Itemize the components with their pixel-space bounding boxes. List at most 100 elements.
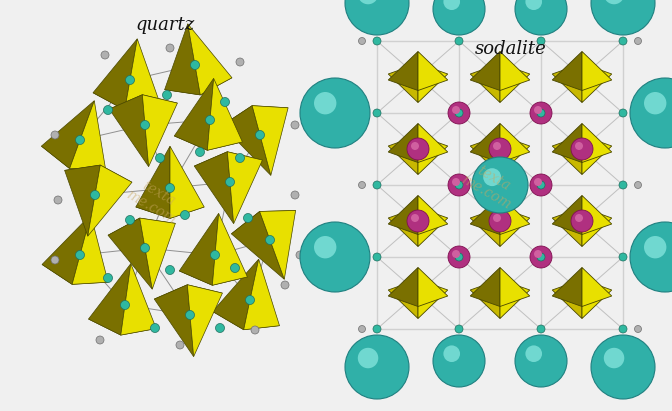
Circle shape: [373, 37, 381, 45]
Circle shape: [571, 210, 593, 232]
Polygon shape: [212, 259, 259, 330]
Circle shape: [243, 213, 253, 222]
Polygon shape: [500, 268, 530, 307]
Polygon shape: [70, 101, 106, 170]
Circle shape: [530, 102, 552, 124]
Polygon shape: [418, 196, 448, 235]
Circle shape: [537, 253, 545, 261]
Polygon shape: [500, 279, 530, 319]
Circle shape: [51, 131, 59, 139]
Polygon shape: [227, 152, 262, 224]
Polygon shape: [552, 268, 582, 307]
Circle shape: [526, 0, 542, 10]
Polygon shape: [388, 51, 418, 90]
Circle shape: [358, 326, 366, 332]
Circle shape: [314, 92, 337, 114]
Circle shape: [455, 37, 463, 45]
Text: quartz: quartz: [135, 16, 194, 34]
Circle shape: [537, 109, 545, 117]
Polygon shape: [470, 268, 500, 307]
Polygon shape: [418, 51, 448, 90]
Polygon shape: [89, 319, 156, 335]
Circle shape: [235, 153, 245, 162]
Circle shape: [455, 109, 463, 117]
Circle shape: [604, 348, 624, 368]
Polygon shape: [231, 211, 284, 279]
Circle shape: [634, 254, 642, 261]
Circle shape: [358, 182, 366, 189]
Circle shape: [296, 251, 304, 259]
Polygon shape: [187, 24, 232, 95]
Circle shape: [537, 181, 545, 189]
Circle shape: [120, 300, 130, 309]
Circle shape: [314, 236, 337, 259]
Circle shape: [483, 168, 501, 186]
Polygon shape: [582, 51, 612, 90]
Circle shape: [433, 335, 485, 387]
Polygon shape: [418, 64, 448, 102]
Polygon shape: [65, 165, 132, 182]
Circle shape: [452, 250, 460, 258]
Polygon shape: [72, 215, 108, 284]
Circle shape: [236, 58, 244, 66]
Circle shape: [226, 178, 235, 187]
Circle shape: [634, 109, 642, 116]
Circle shape: [530, 174, 552, 196]
Polygon shape: [582, 208, 612, 247]
Polygon shape: [388, 279, 418, 319]
Circle shape: [489, 210, 511, 232]
Circle shape: [407, 138, 429, 160]
Circle shape: [591, 335, 655, 399]
Circle shape: [185, 310, 194, 319]
Circle shape: [358, 0, 378, 4]
Polygon shape: [500, 208, 530, 247]
Circle shape: [619, 37, 627, 45]
Polygon shape: [187, 285, 222, 357]
Polygon shape: [388, 64, 418, 102]
Circle shape: [448, 174, 470, 196]
Polygon shape: [179, 271, 247, 285]
Polygon shape: [136, 146, 170, 218]
Polygon shape: [418, 123, 448, 162]
Polygon shape: [552, 196, 582, 235]
Circle shape: [534, 178, 542, 186]
Polygon shape: [174, 79, 214, 150]
Polygon shape: [222, 106, 271, 175]
Circle shape: [575, 214, 583, 222]
Circle shape: [472, 157, 528, 213]
Polygon shape: [470, 136, 500, 175]
Circle shape: [166, 44, 174, 52]
Circle shape: [526, 345, 542, 362]
Polygon shape: [582, 136, 612, 175]
Circle shape: [373, 325, 381, 333]
Circle shape: [571, 138, 593, 160]
Circle shape: [358, 37, 366, 44]
Polygon shape: [136, 207, 204, 218]
Circle shape: [537, 325, 545, 333]
Polygon shape: [582, 123, 612, 162]
Circle shape: [220, 97, 230, 106]
Polygon shape: [93, 93, 161, 110]
Circle shape: [345, 0, 409, 35]
Polygon shape: [500, 136, 530, 175]
Polygon shape: [110, 95, 149, 166]
Circle shape: [619, 181, 627, 189]
Polygon shape: [222, 106, 288, 125]
Polygon shape: [165, 24, 200, 95]
Circle shape: [433, 0, 485, 35]
Polygon shape: [65, 165, 100, 236]
Circle shape: [448, 102, 470, 124]
Polygon shape: [165, 78, 232, 95]
Circle shape: [358, 109, 366, 116]
Circle shape: [456, 25, 462, 32]
Polygon shape: [194, 152, 234, 224]
Circle shape: [530, 246, 552, 268]
Circle shape: [103, 106, 112, 115]
Polygon shape: [88, 165, 132, 236]
Circle shape: [140, 243, 149, 252]
Polygon shape: [170, 146, 204, 218]
Polygon shape: [552, 64, 582, 102]
Polygon shape: [244, 259, 280, 330]
Circle shape: [206, 115, 214, 125]
Polygon shape: [110, 95, 177, 109]
